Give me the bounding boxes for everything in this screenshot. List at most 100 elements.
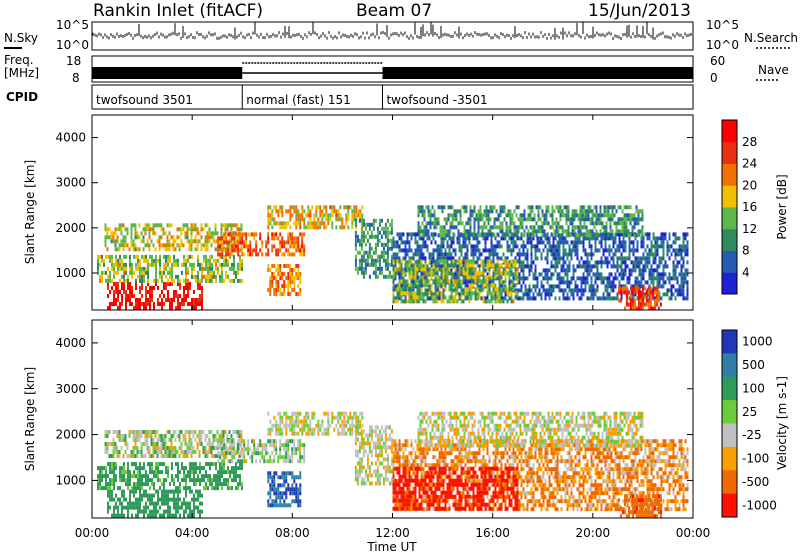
echo-cell xyxy=(125,267,127,271)
echo-cell xyxy=(119,223,121,227)
echo-cell xyxy=(454,209,456,213)
echo-cell xyxy=(563,248,565,252)
echo-cell xyxy=(455,279,457,283)
echo-cell xyxy=(145,490,147,494)
echo-cell xyxy=(549,288,551,292)
echo-cell xyxy=(493,244,495,248)
echo-cell xyxy=(419,244,421,248)
echo-cell xyxy=(553,264,555,268)
echo-cell xyxy=(681,272,683,276)
echo-cell xyxy=(107,434,109,438)
echo-cell xyxy=(159,514,161,518)
echo-cell xyxy=(625,264,627,268)
echo-cell xyxy=(587,280,589,284)
echo-cell xyxy=(199,494,201,498)
echo-cell xyxy=(570,233,572,237)
echo-cell xyxy=(497,240,499,244)
echo-cell xyxy=(438,217,440,221)
echo-cell xyxy=(143,271,145,275)
echo-cell xyxy=(253,232,255,236)
echo-cell xyxy=(223,240,225,244)
echo-cell xyxy=(583,272,585,276)
echo-cell xyxy=(495,291,497,295)
echo-cell xyxy=(665,236,667,240)
echo-cell xyxy=(281,209,283,213)
echo-cell xyxy=(413,299,415,303)
echo-cell xyxy=(117,434,119,438)
echo-cell xyxy=(177,227,179,231)
echo-cell xyxy=(459,267,461,271)
echo-cell xyxy=(411,299,413,303)
echo-cell xyxy=(119,247,121,251)
echo-cell xyxy=(442,225,444,229)
echo-cell xyxy=(588,205,590,209)
echo-cell xyxy=(199,478,201,482)
echo-cell xyxy=(461,291,463,295)
echo-cell xyxy=(583,280,585,284)
echo-cell xyxy=(607,296,609,300)
echo-cell xyxy=(223,279,225,283)
echo-cell xyxy=(237,236,239,240)
echo-cell xyxy=(667,252,669,256)
echo-cell xyxy=(435,259,437,263)
echo-cell xyxy=(611,248,613,252)
echo-cell xyxy=(109,255,111,259)
echo-cell xyxy=(559,240,561,244)
echo-cell xyxy=(117,247,119,251)
echo-cell xyxy=(111,498,113,502)
echo-cell xyxy=(415,263,417,267)
echo-cell xyxy=(119,267,121,271)
echo-cell xyxy=(679,248,681,252)
echo-cell xyxy=(187,239,189,243)
echo-cell xyxy=(471,271,473,275)
echo-cell xyxy=(153,510,155,514)
echo-cell xyxy=(506,225,508,229)
echo-cell xyxy=(557,240,559,244)
echo-cell xyxy=(259,248,261,252)
echo-cell xyxy=(467,296,469,300)
echo-cell xyxy=(135,231,137,235)
echo-cell xyxy=(139,466,141,470)
echo-cell xyxy=(484,221,486,225)
echo-cell xyxy=(169,275,171,279)
echo-cell xyxy=(319,225,321,229)
echo-cell xyxy=(205,263,207,267)
echo-cell xyxy=(157,478,159,482)
echo-cell xyxy=(113,446,115,450)
echo-cell xyxy=(582,225,584,229)
echo-cell xyxy=(135,279,137,283)
echo-cell xyxy=(608,217,610,221)
echo-cell xyxy=(357,271,359,275)
echo-cell xyxy=(151,498,153,502)
echo-cell xyxy=(153,494,155,498)
echo-cell xyxy=(641,260,643,264)
echo-cell xyxy=(653,232,655,236)
echo-cell xyxy=(460,217,462,221)
echo-cell xyxy=(461,263,463,267)
echo-cell xyxy=(135,482,137,486)
echo-cell xyxy=(554,209,556,213)
echo-cell xyxy=(586,233,588,237)
echo-cell xyxy=(491,299,493,303)
echo-cell xyxy=(489,267,491,271)
echo-cell xyxy=(215,223,217,227)
echo-cell xyxy=(443,252,445,256)
echo-cell xyxy=(568,229,570,233)
echo-cell xyxy=(131,235,133,239)
echo-cell xyxy=(121,478,123,482)
echo-cell xyxy=(317,221,319,225)
echo-cell xyxy=(339,217,341,221)
echo-cell xyxy=(478,233,480,237)
echo-cell xyxy=(399,287,401,291)
echo-cell xyxy=(169,239,171,243)
echo-cell xyxy=(427,279,429,283)
echo-cell xyxy=(209,271,211,275)
echo-cell xyxy=(141,239,143,243)
echo-cell xyxy=(656,303,658,307)
echo-cell xyxy=(473,259,475,263)
echo-cell xyxy=(205,470,207,474)
echo-cell xyxy=(543,276,545,280)
echo-cell xyxy=(667,248,669,252)
echo-cell xyxy=(425,263,427,267)
echo-cell xyxy=(155,462,157,466)
